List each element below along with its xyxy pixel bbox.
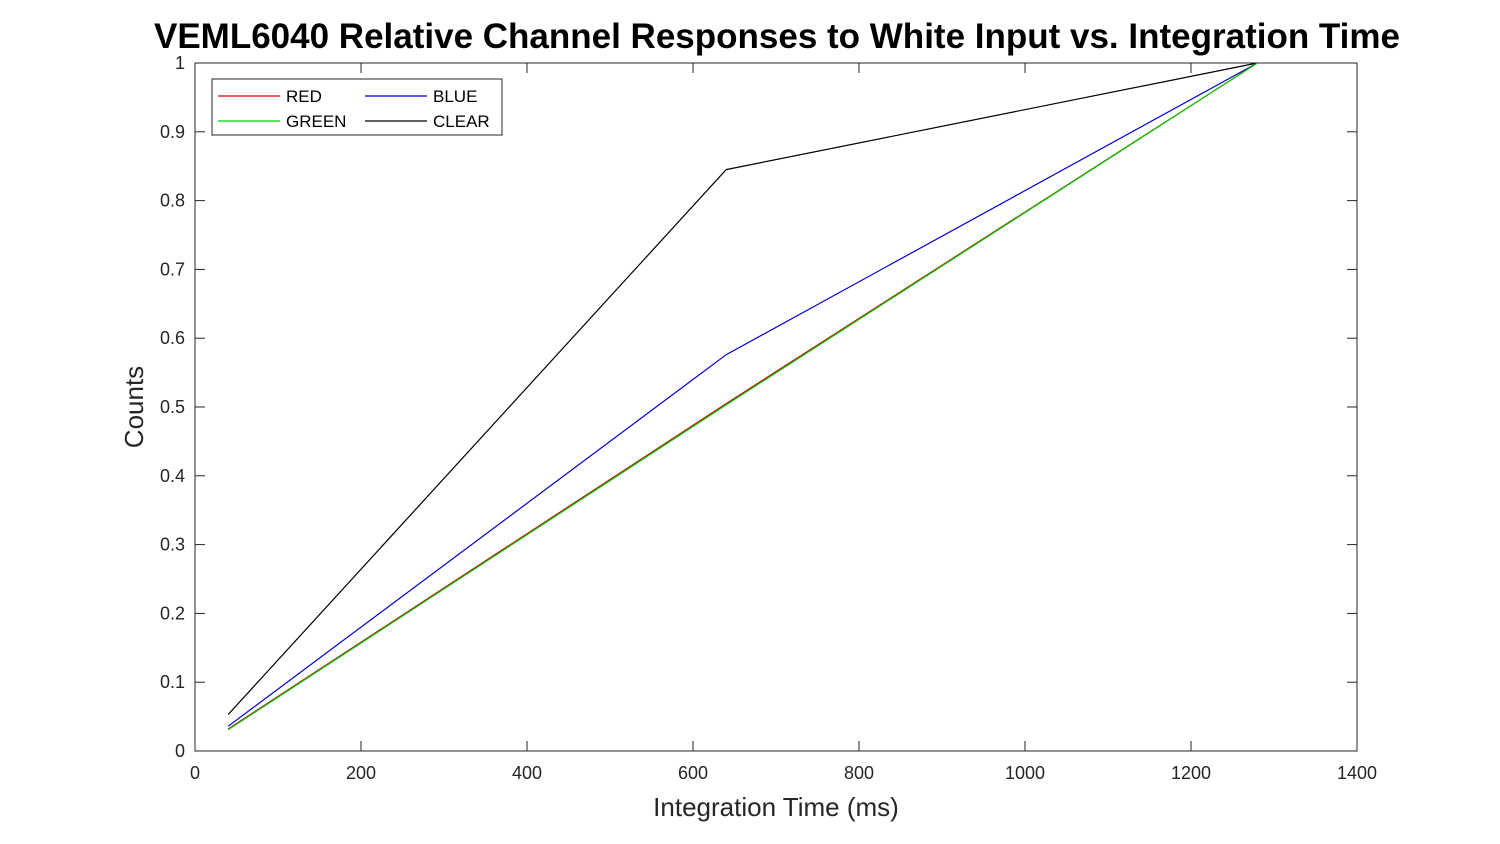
plot-area [194, 62, 1358, 752]
x-tick-label: 1400 [1337, 763, 1377, 783]
x-tick-label: 0 [190, 763, 200, 783]
y-tick-label: 0.6 [160, 328, 185, 348]
y-tick-label: 0.5 [160, 397, 185, 417]
y-axis-label: Counts [119, 366, 149, 448]
y-tick-label: 0.1 [160, 672, 185, 692]
y-axis-ticks: 0 0.1 0.2 0.3 0.4 0.5 0.6 0.7 0.8 0.9 1 [160, 53, 1357, 761]
legend-label-blue: BLUE [433, 87, 477, 106]
series-line-blue [227, 62, 1258, 727]
y-tick-label: 0.4 [160, 466, 185, 486]
y-tick-label: 0.9 [160, 122, 185, 142]
legend-box [211, 78, 503, 136]
y-tick-label: 0.8 [160, 191, 185, 211]
x-axis-ticks: 0 200 400 600 800 1000 1200 1400 [190, 63, 1377, 783]
legend-label-red: RED [286, 87, 322, 106]
series-layer [227, 62, 1258, 731]
x-tick-label: 1000 [1005, 763, 1045, 783]
x-tick-label: 400 [512, 763, 542, 783]
x-tick-label: 200 [346, 763, 376, 783]
x-tick-label: 600 [678, 763, 708, 783]
x-axis-label: Integration Time (ms) [653, 792, 899, 822]
y-tick-label: 0 [175, 741, 185, 761]
y-tick-label: 0.2 [160, 603, 185, 623]
series-line-clear [227, 62, 1258, 715]
legend-label-clear: CLEAR [433, 112, 490, 131]
y-tick-label: 0.3 [160, 535, 185, 555]
series-line-green [227, 62, 1258, 731]
y-tick-label: 1 [175, 53, 185, 73]
legend: RED GREEN BLUE CLEAR [211, 78, 503, 136]
y-tick-label: 0.7 [160, 259, 185, 279]
x-tick-label: 800 [844, 763, 874, 783]
chart-title: VEML6040 Relative Channel Responses to W… [154, 17, 1400, 56]
legend-label-green: GREEN [286, 112, 346, 131]
x-tick-label: 1200 [1171, 763, 1211, 783]
